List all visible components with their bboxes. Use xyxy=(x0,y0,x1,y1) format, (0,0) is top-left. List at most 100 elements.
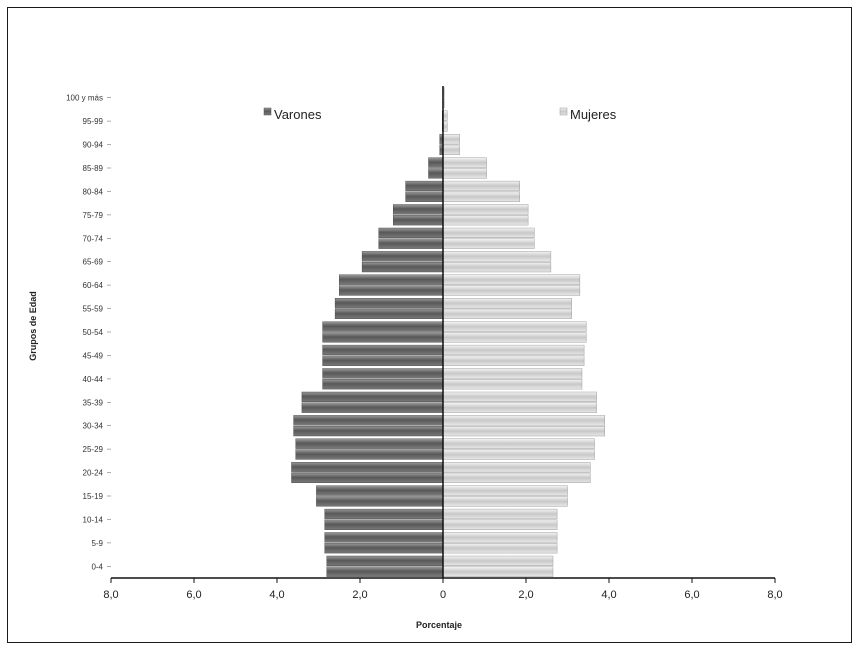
bar-varones xyxy=(293,415,444,426)
y-tick-label: 5-9 xyxy=(91,539,103,548)
bar-mujeres xyxy=(442,157,487,168)
bar-mujeres xyxy=(442,180,521,192)
y-tick-label: 85-89 xyxy=(83,164,104,173)
bar-varones xyxy=(378,238,444,249)
bar-varones xyxy=(324,543,444,554)
x-tick-labels: 8,0 6,0 4,0 2,0 0 2,0 4,0 6,0 8,0 xyxy=(103,578,783,601)
bar-varones xyxy=(361,251,444,262)
y-tick-label: 30-34 xyxy=(83,422,104,431)
bar-mujeres xyxy=(442,308,572,320)
bar-varones xyxy=(301,402,444,413)
bar-mujeres xyxy=(442,485,568,496)
y-tick-label: 0-4 xyxy=(91,562,103,571)
bar-varones xyxy=(324,519,444,530)
bar-mujeres xyxy=(442,144,460,156)
y-tick-label: 55-59 xyxy=(83,305,104,314)
bar-mujeres xyxy=(442,368,583,379)
y-tick-label: 45-49 xyxy=(83,351,104,360)
bar-varones xyxy=(295,438,444,449)
bar-mujeres xyxy=(442,321,587,332)
bar-varones xyxy=(322,379,444,390)
bar-varones xyxy=(428,157,444,168)
chart-frame: 0-4 5-9 10-14 15-19 20-24 25-29 30-34 35-39 40-4… xyxy=(7,7,852,643)
bar-varones xyxy=(393,204,444,215)
bar-varones xyxy=(378,227,444,239)
bar-varones xyxy=(326,566,444,577)
bar-varones xyxy=(428,168,444,179)
y-tick-label: 80-84 xyxy=(83,187,104,196)
bar-varones xyxy=(405,191,444,202)
y-tick-label: 10-14 xyxy=(83,515,104,524)
bar-varones xyxy=(324,532,444,543)
y-tick-label: 40-44 xyxy=(83,375,104,384)
population-pyramid-chart: 0-4 5-9 10-14 15-19 20-24 25-29 30-34 35-39 40-4… xyxy=(28,86,783,630)
bar-mujeres xyxy=(442,415,606,426)
y-tick-label: 25-29 xyxy=(83,445,104,454)
bar-varones xyxy=(322,355,444,366)
bar-mujeres xyxy=(442,204,529,215)
bar-varones xyxy=(322,368,444,379)
bar-varones xyxy=(339,285,444,296)
y-tick-label: 90-94 xyxy=(83,141,104,150)
bar-mujeres xyxy=(442,251,552,262)
x-axis-title: Porcentaje xyxy=(416,620,462,630)
y-tick-label: 20-24 xyxy=(83,469,104,478)
bar-mujeres xyxy=(442,332,587,343)
bar-varones xyxy=(324,508,444,520)
bar-mujeres xyxy=(442,285,581,296)
legend-swatch-varones xyxy=(263,107,272,116)
bar-mujeres xyxy=(442,462,591,473)
bar-mujeres xyxy=(442,344,585,356)
bar-varones xyxy=(361,261,444,273)
legend-mujeres: Mujeres xyxy=(559,107,617,122)
bar-mujeres xyxy=(442,438,595,449)
bar-mujeres xyxy=(442,168,487,179)
x-tick-label: 0 xyxy=(440,589,446,601)
bar-mujeres xyxy=(442,543,558,554)
legend-swatch-mujeres xyxy=(559,107,568,116)
bar-varones xyxy=(291,462,444,473)
x-tick-label: 8,0 xyxy=(103,589,118,601)
bar-varones xyxy=(405,180,444,192)
bar-mujeres xyxy=(442,426,606,437)
bar-varones xyxy=(316,496,444,507)
y-tick-label: 70-74 xyxy=(83,234,104,243)
bar-mujeres xyxy=(442,402,597,413)
y-tick-label: 50-54 xyxy=(83,328,104,337)
bar-mujeres xyxy=(442,555,554,567)
bar-mujeres xyxy=(442,449,595,460)
bar-varones xyxy=(322,321,444,332)
bar-mujeres xyxy=(442,298,572,309)
x-tick-label: 4,0 xyxy=(269,589,284,601)
bar-mujeres xyxy=(442,532,558,543)
bar-varones xyxy=(326,555,444,567)
x-tick-label: 4,0 xyxy=(601,589,616,601)
bar-mujeres xyxy=(442,227,535,239)
bar-mujeres xyxy=(442,238,535,249)
bar-mujeres xyxy=(442,391,597,403)
y-tick-labels: 0-4 5-9 10-14 15-19 20-24 25-29 30-34 35-39 40-4… xyxy=(66,94,111,571)
bar-mujeres xyxy=(442,215,529,226)
x-tick-label: 6,0 xyxy=(684,589,699,601)
y-tick-label: 35-39 xyxy=(83,398,104,407)
y-tick-label: 75-79 xyxy=(83,211,104,220)
y-tick-label: 15-19 xyxy=(83,492,104,501)
x-tick-label: 2,0 xyxy=(518,589,533,601)
bar-varones xyxy=(393,215,444,226)
bar-mujeres xyxy=(442,496,568,507)
bar-mujeres xyxy=(442,274,581,285)
bar-varones xyxy=(295,449,444,460)
x-tick-label: 6,0 xyxy=(186,589,201,601)
bar-mujeres xyxy=(442,519,558,530)
y-tick-label: 100 y más xyxy=(66,94,103,103)
bar-varones xyxy=(334,308,444,320)
bar-varones xyxy=(322,332,444,343)
bar-varones xyxy=(301,391,444,403)
bar-varones xyxy=(291,472,444,484)
y-tick-label: 65-69 xyxy=(83,258,104,267)
bar-varones xyxy=(316,485,444,496)
bar-mujeres xyxy=(442,261,552,273)
y-tick-label: 95-99 xyxy=(83,117,104,126)
x-tick-label: 2,0 xyxy=(352,589,367,601)
bar-varones xyxy=(334,298,444,309)
